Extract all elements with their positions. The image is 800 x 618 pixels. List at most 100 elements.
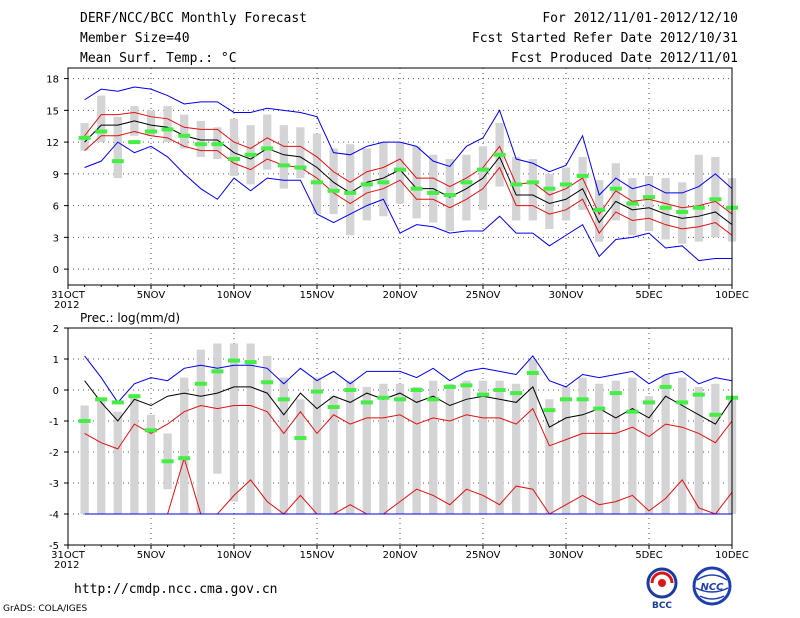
y-tick-label: 15 — [46, 106, 59, 117]
observed-marker — [311, 389, 323, 394]
y-tick-label: 12 — [46, 138, 59, 149]
observed-marker — [410, 388, 423, 392]
observed-marker — [543, 408, 556, 413]
x-tick-label: 5NOV — [137, 550, 166, 561]
y-tick-label: 18 — [46, 75, 59, 86]
ensemble-box — [528, 159, 537, 221]
observed-marker — [128, 394, 141, 399]
observed-marker — [194, 142, 207, 147]
observed-marker — [211, 142, 224, 147]
ensemble-box — [628, 377, 637, 514]
y-tick-label: -3 — [49, 479, 59, 490]
observed-marker — [443, 193, 456, 198]
observed-marker — [377, 180, 390, 185]
observed-marker — [493, 388, 506, 392]
series-lower-spread — [84, 130, 733, 236]
observed-marker — [477, 167, 489, 172]
observed-marker — [510, 182, 523, 187]
y-tick-label: 0 — [53, 265, 59, 276]
observed-marker — [576, 397, 589, 402]
ensemble-box — [379, 142, 388, 217]
ensemble-box — [412, 146, 421, 219]
series-ensemble-max — [84, 355, 733, 404]
observed-marker — [526, 180, 539, 185]
series-upper-spread — [84, 111, 733, 216]
ensemble-box — [495, 380, 504, 514]
ensemble-box — [395, 142, 405, 204]
ensemble-box — [229, 118, 239, 176]
ensemble-box — [346, 144, 355, 236]
observed-marker — [560, 182, 572, 187]
ncc-logo: NCC — [692, 566, 732, 606]
observed-marker — [211, 369, 224, 374]
series-ensemble-mean — [84, 380, 733, 428]
observed-marker — [410, 186, 423, 191]
ensemble-box — [694, 154, 703, 242]
ensemble-box — [196, 349, 205, 514]
x-tick-label: 10DEC — [715, 290, 749, 301]
ensemble-box — [478, 380, 488, 514]
observed-marker — [709, 197, 722, 202]
ensemble-box — [395, 383, 405, 514]
ensemble-box — [462, 380, 471, 514]
ensemble-box — [445, 383, 454, 514]
observed-marker — [360, 182, 373, 187]
observed-marker — [161, 127, 174, 132]
observed-marker — [543, 186, 556, 191]
observed-marker — [609, 186, 622, 191]
series-ensemble-min-lower — [84, 456, 733, 515]
y-tick-label: 1 — [53, 355, 59, 366]
observed-marker — [626, 409, 639, 414]
variable-label: Mean Surf. Temp.: °C — [80, 51, 237, 66]
observed-marker — [178, 456, 191, 461]
ensemble-box — [462, 154, 471, 221]
x-tick-label: 5DEC — [635, 550, 662, 561]
series-ensemble-min-upper — [84, 404, 733, 450]
observed-marker — [244, 360, 257, 365]
ensemble-box — [180, 377, 189, 514]
member-size: Member Size=40 — [80, 31, 190, 46]
x-year-label: 2012 — [54, 560, 79, 571]
observed-marker — [111, 159, 124, 164]
observed-marker — [576, 173, 589, 178]
ensemble-box — [130, 396, 139, 514]
ensemble-box — [561, 386, 571, 514]
observed-marker — [609, 391, 622, 396]
observed-marker — [277, 163, 290, 168]
observed-marker — [261, 380, 274, 385]
ensemble-box — [329, 396, 338, 514]
temperature-panel: 0 3 6 9 12 15 18 31OCT 5NOV 10NOV 15NOV 20NOV 25NOV 3… — [46, 67, 749, 311]
header-right: For 2012/11/01-2012/12/10 Fcst Started R… — [472, 11, 738, 71]
observed-marker — [128, 140, 141, 145]
ensemble-box — [711, 383, 720, 514]
ensemble-box — [412, 386, 421, 514]
ensemble-box — [512, 383, 521, 514]
ensemble-box — [97, 399, 106, 514]
observed-marker — [78, 419, 91, 423]
x-tick-label: 10DEC — [715, 550, 749, 561]
observed-marker — [510, 391, 523, 396]
x-tick-label: 5NOV — [137, 290, 166, 301]
footer-url[interactable]: http://cmdp.ncc.cma.gov.cn — [74, 582, 278, 597]
ensemble-box — [312, 133, 322, 215]
observed-marker — [643, 195, 655, 200]
observed-marker — [228, 157, 240, 162]
precipitation-panel: -5 -4 -3 -2 -1 0 1 2 31OCT 5NOV 10NOV 15NOV 20NOV 25N… — [49, 311, 749, 571]
observed-marker — [477, 392, 489, 397]
observed-marker — [145, 129, 157, 134]
y-tick-label: 3 — [53, 233, 59, 244]
ensemble-box — [263, 355, 272, 514]
ensemble-box — [296, 399, 305, 514]
y-tick-label: 6 — [53, 202, 59, 213]
observed-marker — [493, 152, 506, 157]
observed-marker — [228, 358, 240, 363]
observed-marker — [676, 209, 689, 214]
observed-marker — [277, 397, 290, 402]
ensemble-box — [611, 163, 620, 221]
ensemble-box — [595, 383, 604, 514]
x-tick-label: 10NOV — [217, 550, 252, 561]
observed-marker — [294, 436, 307, 441]
observed-marker — [95, 129, 108, 134]
observed-marker — [692, 392, 705, 397]
